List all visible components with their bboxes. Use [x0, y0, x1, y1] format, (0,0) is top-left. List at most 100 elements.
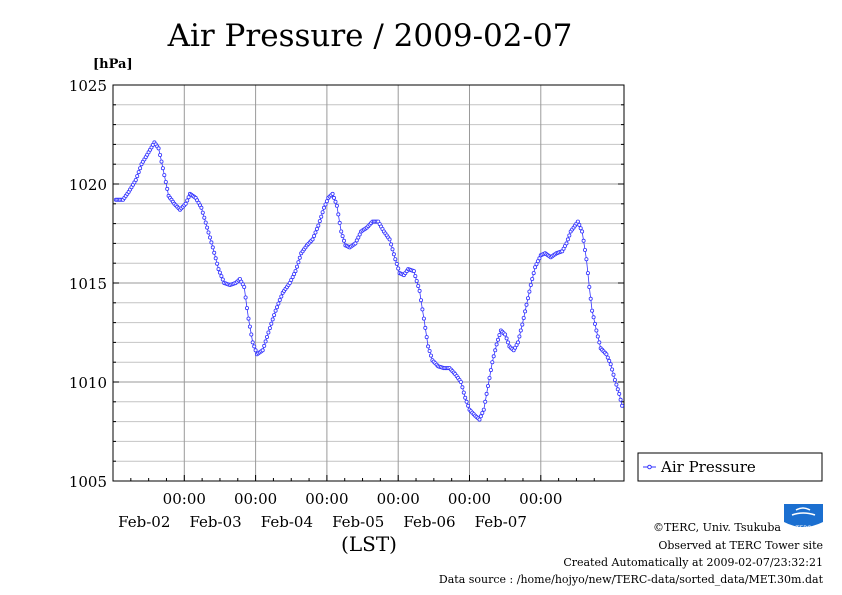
data-point: [487, 375, 492, 380]
data-point: [323, 202, 328, 207]
data-point: [389, 242, 394, 247]
data-point: [591, 315, 596, 320]
data-point: [185, 198, 190, 203]
data-point: [215, 261, 220, 266]
data-point: [390, 247, 395, 252]
data-point: [202, 215, 207, 220]
data-point: [279, 294, 284, 299]
data-point: [421, 316, 426, 321]
data-point: [269, 321, 274, 326]
data-point: [274, 305, 279, 310]
data-point: [296, 260, 301, 265]
y-tick-label: 1025: [69, 77, 107, 95]
data-point: [212, 250, 217, 255]
data-point: [156, 146, 161, 151]
data-point: [273, 308, 278, 313]
data-point: [336, 212, 341, 217]
data-point: [564, 241, 569, 246]
data-point: [320, 210, 325, 215]
x-tick-date-label: Feb-05: [332, 513, 384, 531]
data-point: [244, 306, 249, 311]
data-point: [526, 296, 531, 301]
terc-logo-shield: [784, 504, 823, 527]
data-point: [495, 337, 500, 342]
y-tick-label: 1005: [69, 473, 107, 491]
data-point: [418, 298, 423, 303]
data-point: [217, 270, 222, 275]
data-point: [263, 339, 268, 344]
terc-logo: TERC: [784, 504, 823, 532]
data-point: [135, 174, 140, 179]
data-point: [138, 166, 143, 171]
data-point: [243, 295, 248, 300]
data-point: [484, 391, 489, 396]
y-axis-unit-label: [hPa]: [93, 57, 133, 72]
data-point: [480, 410, 485, 415]
data-point: [615, 387, 620, 392]
x-tick-time-label: 00:00: [234, 490, 277, 508]
data-point: [321, 205, 326, 210]
data-point: [414, 278, 419, 283]
data-point: [490, 360, 495, 365]
data-point: [524, 302, 529, 307]
data-point: [584, 257, 589, 262]
data-point: [528, 282, 533, 287]
legend: Air Pressure: [637, 452, 823, 482]
data-point: [503, 332, 508, 337]
data-point: [277, 297, 282, 302]
y-axis-ticks: 1025 1020 1015 1010 1005: [69, 77, 624, 491]
legend-box: [637, 452, 823, 482]
legend-marker-swatch: [647, 464, 652, 470]
x-tick-date-label: Feb-07: [475, 513, 527, 531]
data-point: [478, 414, 483, 419]
data-point: [163, 179, 168, 184]
data-point: [158, 152, 163, 157]
data-point: [331, 195, 336, 200]
data-point: [493, 348, 498, 353]
data-point: [310, 237, 315, 242]
x-tick-time-label: 00:00: [448, 490, 491, 508]
data-point: [330, 191, 335, 196]
data-point: [340, 234, 345, 239]
x-tick-time-label: 00:00: [377, 490, 420, 508]
data-point: [266, 330, 271, 335]
data-point: [531, 271, 536, 276]
data-point: [497, 333, 502, 338]
data-point: [620, 403, 625, 408]
data-point: [339, 229, 344, 234]
data-point: [136, 170, 141, 175]
data-point: [341, 238, 346, 243]
data-point: [518, 328, 523, 333]
data-point: [416, 283, 421, 288]
data-point: [463, 395, 468, 400]
data-point: [585, 271, 590, 276]
data-point: [461, 390, 466, 395]
y-tick-label: 1020: [69, 176, 107, 194]
data-point: [186, 195, 191, 200]
data-point: [200, 210, 205, 215]
data-point: [587, 284, 592, 289]
data-point: [605, 355, 610, 360]
data-point: [614, 382, 619, 387]
data-point: [183, 201, 188, 206]
data-point: [133, 177, 138, 182]
data-point: [209, 240, 214, 245]
data-point: [521, 315, 526, 320]
data-point: [593, 321, 598, 326]
data-point: [213, 256, 218, 261]
data-point: [203, 220, 208, 225]
data-point: [488, 368, 493, 373]
data-point: [394, 261, 399, 266]
data-point: [411, 269, 416, 274]
data-point: [423, 325, 428, 330]
data-point: [260, 348, 265, 353]
data-point: [253, 348, 258, 353]
data-point: [294, 264, 299, 269]
data-point: [162, 173, 167, 178]
data-point: [317, 219, 322, 224]
data-point: [219, 274, 224, 279]
data-point: [391, 252, 396, 257]
data-point: [252, 344, 257, 349]
data-point: [337, 220, 342, 225]
data-point: [262, 343, 267, 348]
